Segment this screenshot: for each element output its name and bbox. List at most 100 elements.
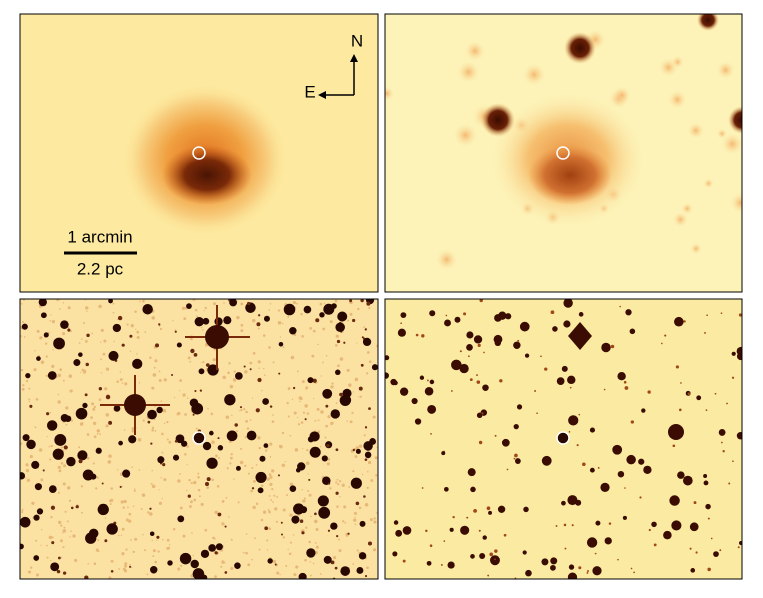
star [119,378,123,381]
star [312,378,317,383]
arrow-head [350,54,358,62]
star [300,421,304,424]
star [142,304,153,315]
star [287,415,290,418]
star [364,328,367,331]
star [295,467,301,473]
star [312,562,315,565]
star [308,540,311,544]
star [477,343,481,348]
star [120,500,124,504]
star [132,505,135,508]
star [151,426,155,430]
star [174,439,178,443]
star [345,534,349,537]
star [258,367,260,370]
star [324,436,327,439]
star [121,527,125,531]
star [149,356,152,360]
star [697,14,719,31]
star [402,526,412,535]
star [366,351,370,354]
star [375,474,378,477]
star [276,496,279,498]
star [104,539,108,543]
star [249,361,253,365]
star [121,343,125,347]
star [604,537,612,545]
star [158,323,161,326]
star [321,455,328,462]
star [330,560,335,565]
star [276,571,280,575]
star [239,406,243,409]
star [80,485,84,488]
star [266,549,269,551]
star [369,518,373,522]
star [309,574,312,577]
star [277,474,281,477]
star [177,411,181,416]
star [108,350,119,361]
star [127,506,129,509]
star [736,431,742,440]
star [447,561,455,569]
star [214,575,217,578]
star [268,473,272,476]
star [36,356,41,361]
star [70,330,73,333]
star [372,548,377,552]
star [323,302,326,304]
star [601,342,611,353]
star [108,299,113,304]
star [216,485,220,488]
star [259,455,266,462]
star [304,404,308,408]
star [154,430,157,432]
star [126,323,129,326]
star [226,467,229,470]
star [62,379,65,382]
star [419,375,425,380]
star [481,103,515,137]
star [525,569,532,577]
star [514,453,518,458]
star [268,510,271,514]
star [262,398,270,405]
star [168,440,172,444]
star [67,326,70,329]
star [245,533,248,535]
star [90,473,97,480]
star [235,465,241,471]
star [331,382,334,385]
star [249,418,252,421]
frame [384,298,743,580]
star [334,566,338,570]
star [370,479,374,482]
star [166,538,170,542]
star [603,388,606,391]
star [28,398,31,401]
star [75,505,79,509]
star [561,365,568,372]
star [63,526,66,529]
star [147,409,157,420]
star [707,517,710,520]
star [301,489,303,491]
star [237,501,240,504]
star [240,447,243,450]
star [301,334,304,338]
star [564,32,596,64]
star [172,319,174,322]
star [459,363,469,374]
star [373,517,376,520]
star [203,309,205,312]
star [335,322,345,333]
star [466,343,473,351]
star [271,488,274,491]
star [234,423,238,427]
star [68,485,70,488]
star [371,364,378,371]
star [600,482,610,493]
star [47,371,57,380]
